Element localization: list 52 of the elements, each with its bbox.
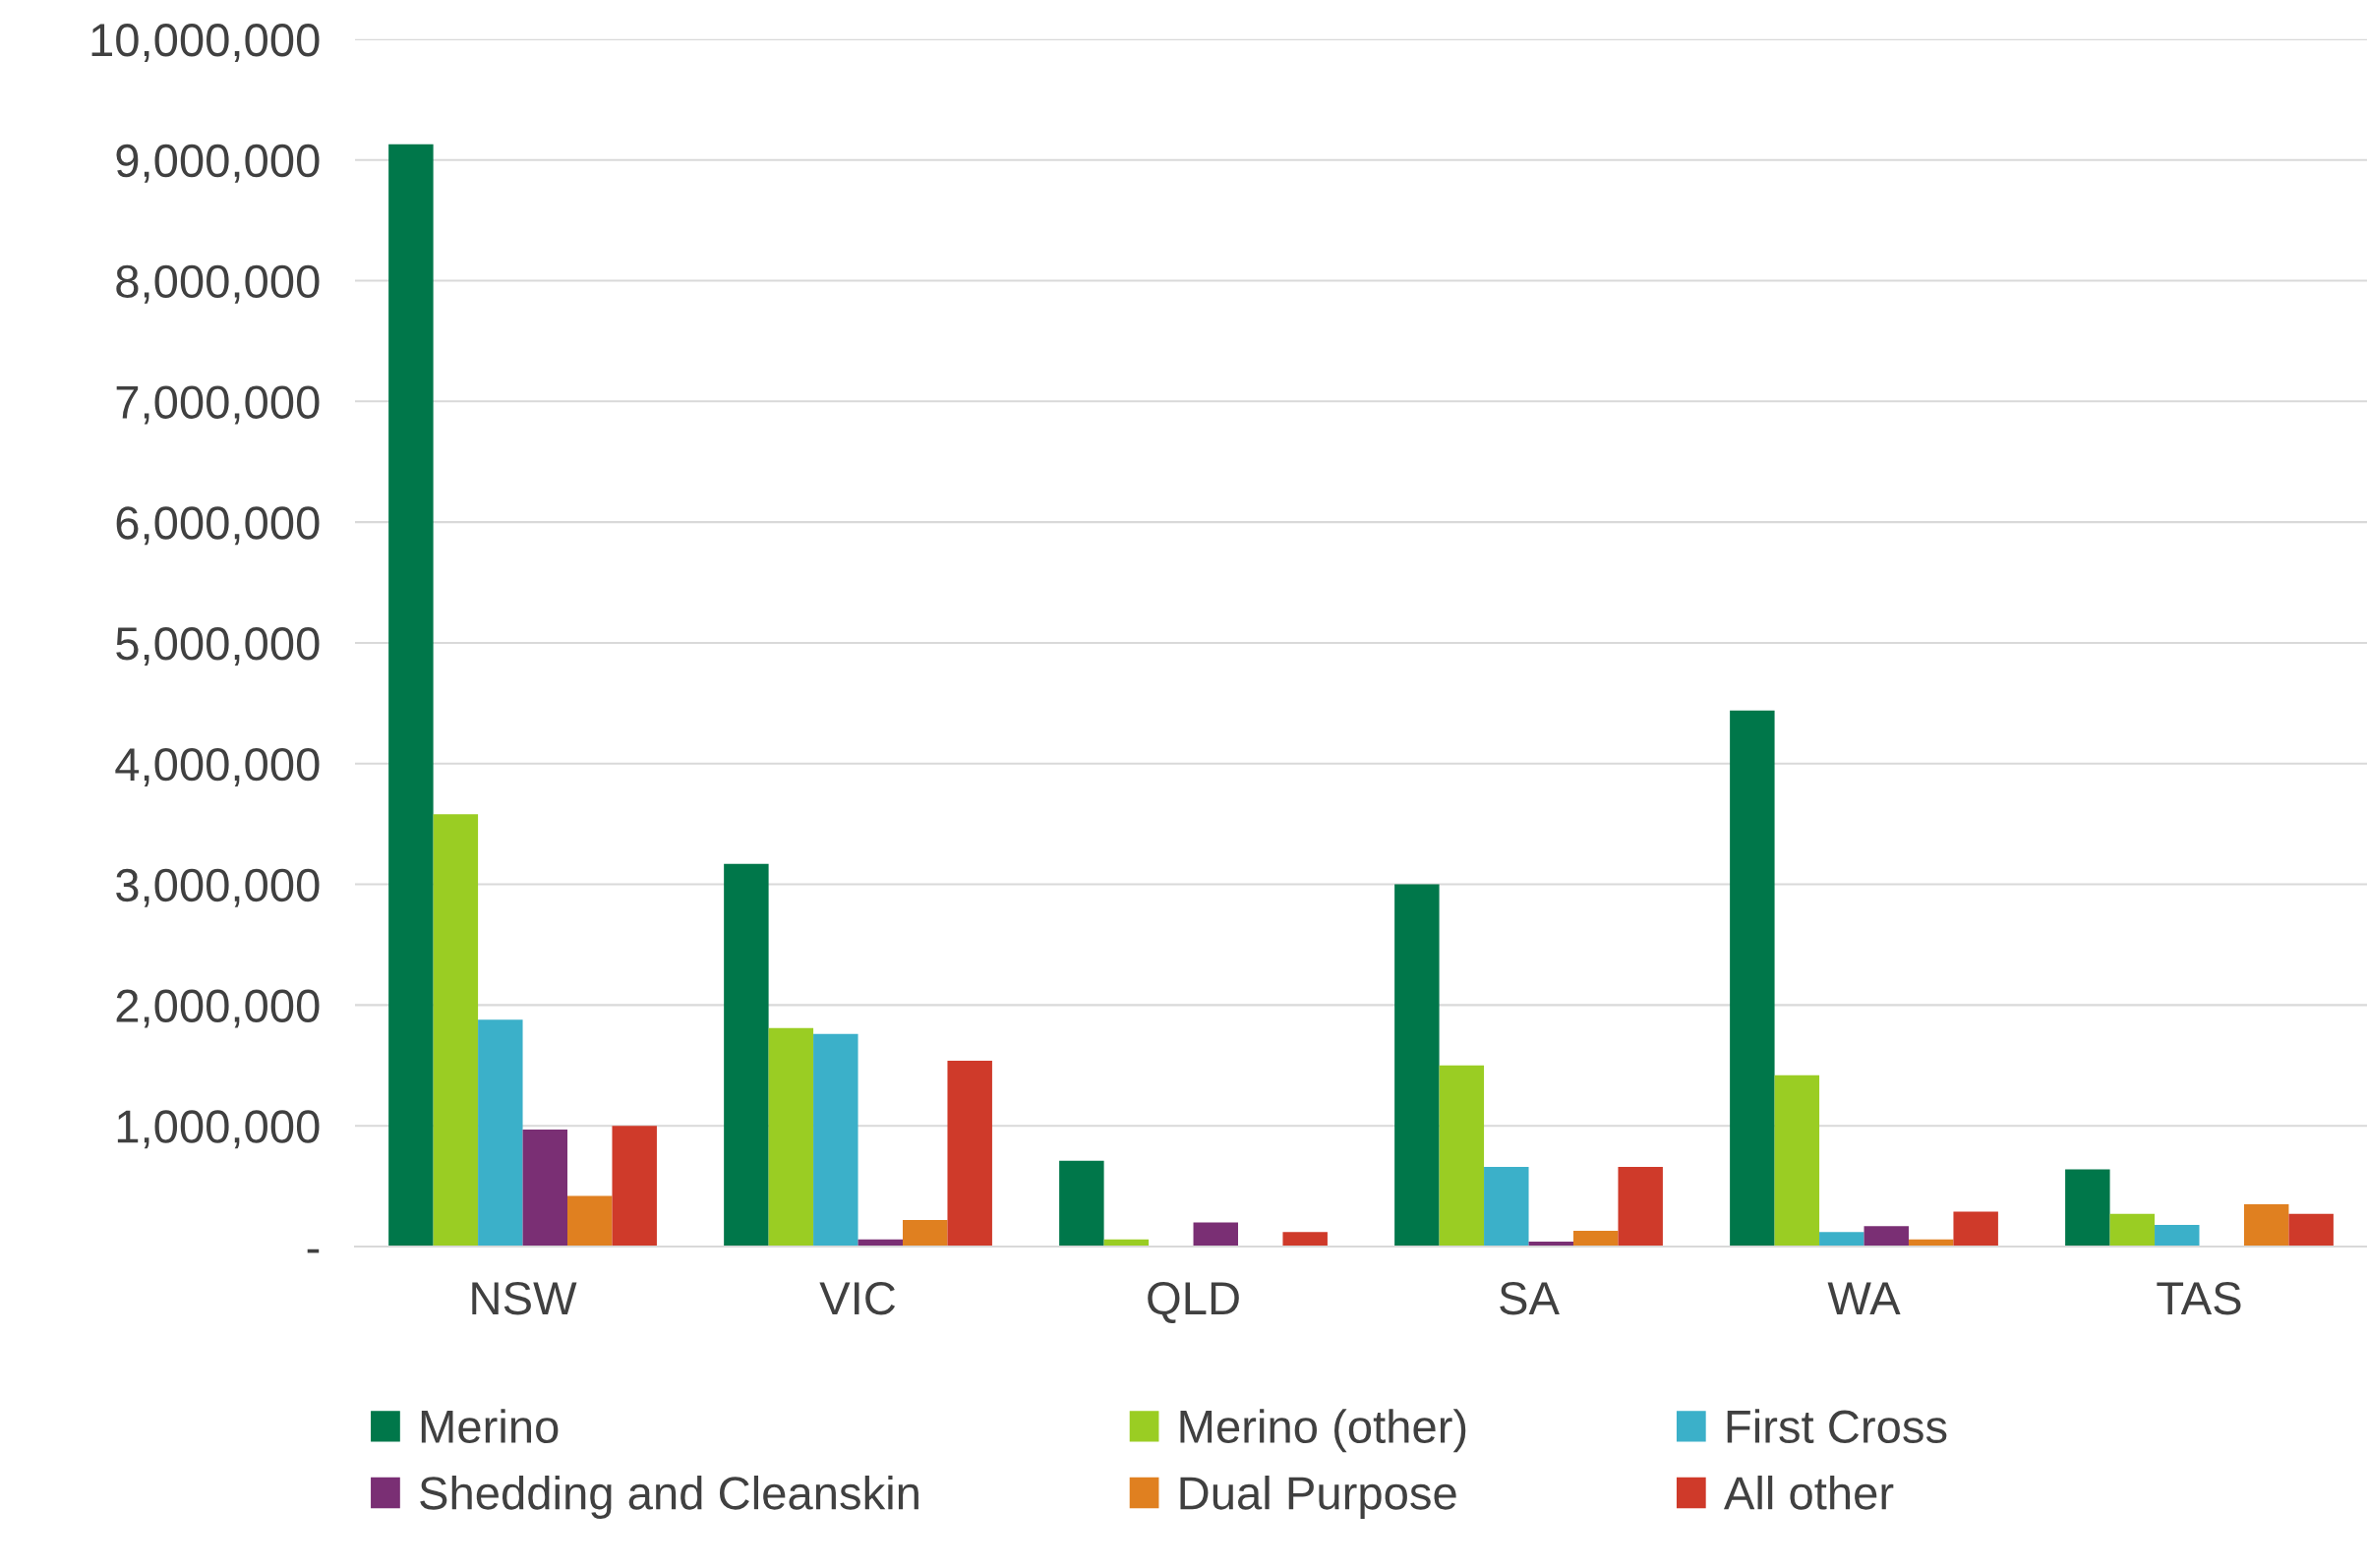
y-tick-label: 4,000,000 bbox=[115, 747, 320, 786]
bar bbox=[433, 814, 479, 1248]
bar bbox=[724, 863, 769, 1248]
bar bbox=[903, 1220, 948, 1248]
y-tick-label: 8,000,000 bbox=[116, 264, 320, 304]
bar bbox=[1953, 1211, 1998, 1248]
x-tick-label: NSW bbox=[472, 1281, 577, 1315]
y-tick-label: - bbox=[307, 1249, 320, 1253]
x-tick-label: WA bbox=[1827, 1282, 1901, 1314]
x-tick-label: TAS bbox=[2157, 1281, 2241, 1315]
legend-label: First Cross bbox=[1727, 1409, 1947, 1444]
bar bbox=[1059, 1160, 1104, 1248]
bar bbox=[612, 1126, 657, 1248]
legend-label: Merino (other) bbox=[1180, 1409, 1466, 1453]
legend-label: Merino bbox=[421, 1409, 559, 1444]
y-tick-label: 5,000,000 bbox=[116, 627, 320, 667]
bar bbox=[1394, 884, 1440, 1248]
bar bbox=[522, 1129, 568, 1248]
legend-label: Shedding and Cleanskin bbox=[420, 1475, 918, 1519]
bar bbox=[1864, 1226, 1909, 1248]
bar bbox=[1572, 1231, 1619, 1248]
bar bbox=[1484, 1166, 1529, 1248]
bar bbox=[2155, 1224, 2200, 1248]
bar bbox=[768, 1027, 814, 1248]
x-tick-label: SA bbox=[1500, 1281, 1560, 1315]
bar bbox=[1819, 1232, 1864, 1248]
y-tick-label: 2,000,000 bbox=[116, 989, 320, 1028]
bar bbox=[2109, 1213, 2156, 1248]
bar bbox=[1774, 1074, 1820, 1248]
x-tick-label: VIC bbox=[819, 1281, 896, 1315]
bar bbox=[813, 1033, 858, 1248]
y-tick-label: 9,000,000 bbox=[116, 144, 320, 183]
y-tick-label: 3,000,000 bbox=[116, 868, 320, 907]
bar bbox=[2065, 1169, 2110, 1248]
bar bbox=[1282, 1232, 1328, 1248]
bar bbox=[478, 1019, 523, 1248]
y-tick-label: 7,000,000 bbox=[116, 385, 320, 425]
y-tick-label: 1,000,000 bbox=[117, 1110, 320, 1149]
y-tick-label: 6,000,000 bbox=[116, 506, 320, 546]
bar bbox=[2288, 1213, 2334, 1248]
y-tick-label: 10,000,000 bbox=[91, 24, 320, 63]
x-tick-label: QLD bbox=[1148, 1281, 1239, 1323]
bar bbox=[567, 1195, 613, 1248]
legend-label: Dual Purpose bbox=[1180, 1475, 1456, 1519]
bar bbox=[947, 1060, 992, 1248]
legend-label: All other bbox=[1723, 1475, 1894, 1510]
bar bbox=[388, 144, 434, 1248]
bar bbox=[1730, 710, 1775, 1248]
bar bbox=[1618, 1166, 1663, 1248]
bar bbox=[1193, 1222, 1238, 1248]
bar bbox=[2243, 1204, 2289, 1248]
bar bbox=[1439, 1065, 1485, 1248]
